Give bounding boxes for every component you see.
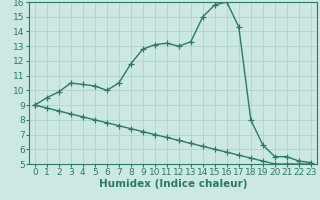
X-axis label: Humidex (Indice chaleur): Humidex (Indice chaleur) bbox=[99, 179, 247, 189]
